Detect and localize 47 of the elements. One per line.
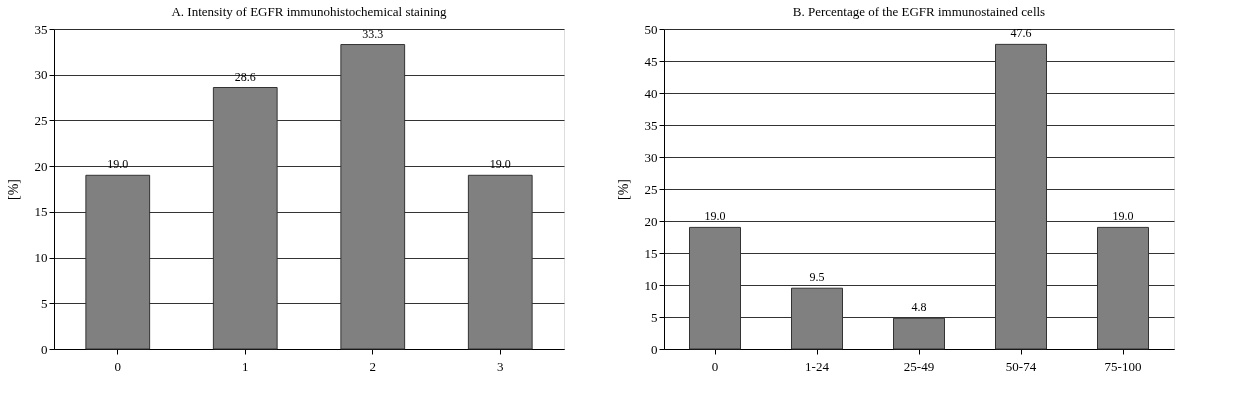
y-tick-label: 0	[651, 341, 658, 357]
y-tick-label: 0	[41, 341, 48, 357]
bar	[340, 44, 406, 350]
data-label: 33.3	[362, 26, 384, 41]
x-tick-label: 50-74	[1005, 358, 1037, 374]
y-tick-label: 20	[644, 213, 658, 229]
y-axis-title: [%]	[5, 179, 21, 200]
bar	[893, 317, 945, 350]
y-tick-label: 5	[651, 309, 658, 325]
y-tick-label: 35	[644, 117, 658, 133]
y-tick-label: 10	[34, 250, 48, 266]
chart-title: B. Percentage of the EGFR immunostained cells	[792, 4, 1046, 19]
bar	[1097, 226, 1149, 350]
bar	[85, 174, 151, 350]
y-tick-label: 30	[34, 67, 48, 83]
y-tick-label: 20	[34, 158, 48, 174]
bar	[995, 43, 1047, 350]
x-tick-label: 1-24	[805, 358, 830, 374]
y-tick-label: 35	[34, 21, 48, 37]
data-label: 19.0	[704, 209, 726, 224]
y-tick-label: 45	[644, 53, 658, 69]
y-tick-label: 25	[34, 112, 48, 128]
x-tick-label: 0	[711, 358, 719, 374]
chart-title: A. Intensity of EGFR immunohistochemical staining	[171, 4, 448, 19]
y-tick-label: 25	[644, 181, 658, 197]
y-tick-label: 5	[41, 295, 48, 311]
y-tick-label: 15	[34, 204, 48, 220]
x-tick-label: 1	[242, 358, 249, 374]
data-label: 19.0	[1112, 209, 1134, 224]
y-tick-label: 50	[644, 21, 658, 37]
x-tick-label: 3	[497, 358, 504, 374]
y-tick-label: 30	[644, 149, 658, 165]
y-tick-label: 10	[644, 277, 658, 293]
bar	[791, 287, 843, 350]
x-tick-label: 2	[369, 358, 376, 374]
bar	[467, 174, 533, 350]
x-tick-label: 0	[114, 358, 121, 374]
x-tick-label: 75-100	[1104, 358, 1142, 374]
x-tick-label: 25-49	[903, 358, 935, 374]
data-label: 4.8	[911, 300, 927, 315]
data-label: 9.5	[809, 270, 825, 285]
bar	[689, 226, 741, 350]
y-tick-label: 15	[644, 245, 658, 261]
data-label: 47.6	[1010, 26, 1032, 41]
y-axis-title: [%]	[615, 179, 631, 200]
y-tick-label: 40	[644, 85, 658, 101]
bar	[212, 87, 278, 350]
